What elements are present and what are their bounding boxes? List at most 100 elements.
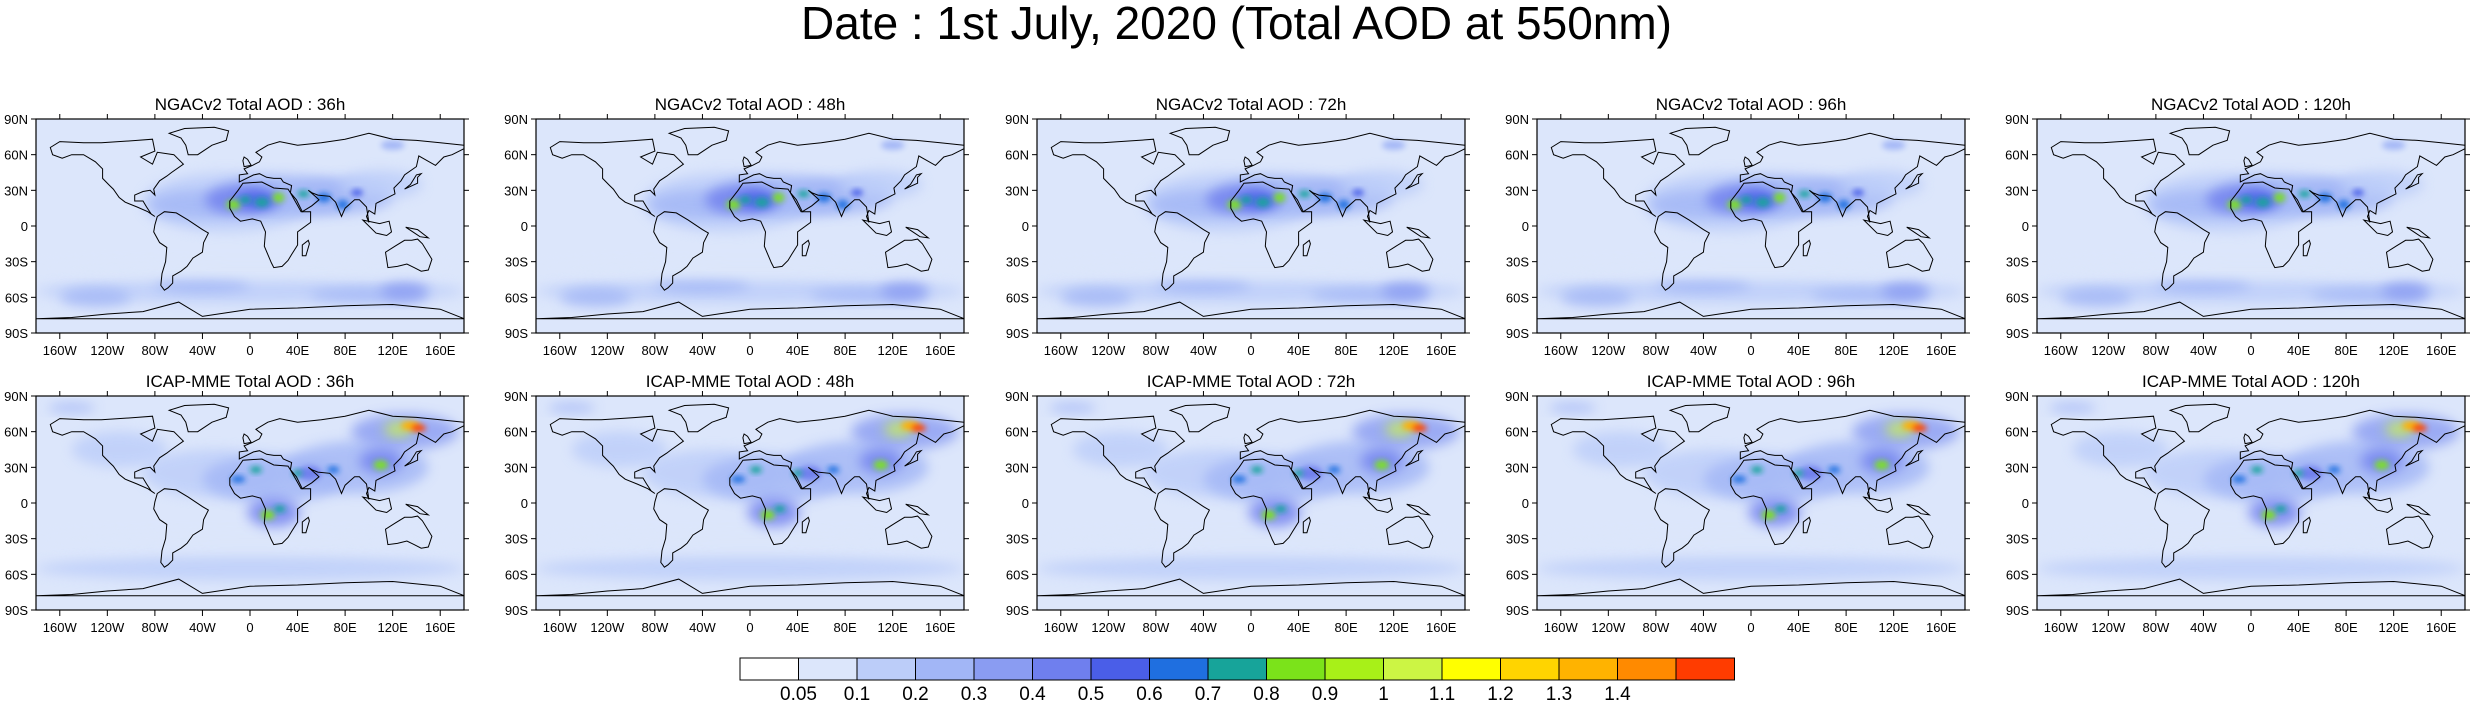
coastline-eurasia [238, 409, 464, 500]
lat-tick-label: 60S [2006, 290, 2029, 305]
lon-tick-label: 160E [425, 620, 456, 635]
lat-tick-label: 0 [1022, 219, 1029, 234]
aod-blob [1048, 403, 1097, 413]
aod-blob [1655, 278, 1751, 293]
aod-field [536, 396, 964, 610]
lat-tick-label: 30N [504, 460, 528, 475]
lon-tick-label: 40W [1190, 620, 1217, 635]
aod-blob [380, 140, 405, 150]
coastline-eurasia [738, 132, 964, 223]
aod-blob [1227, 199, 1242, 210]
coastline-indonesia [1862, 496, 1894, 514]
lon-tick-label: 160E [925, 620, 956, 635]
coastline-antarctica [536, 578, 964, 597]
lon-tick-label: 40W [2190, 343, 2217, 358]
coastline-south-america [1654, 211, 1711, 291]
lat-tick-label: 0 [1022, 496, 1029, 511]
coastline-greenland [1668, 403, 1731, 433]
coastline-south-america [2154, 488, 2211, 568]
lat-tick-label: 30N [2005, 460, 2029, 475]
coastline-north-america [1050, 138, 1186, 217]
aod-blob [297, 466, 322, 481]
coastline-madagascar [301, 516, 310, 534]
colorbar-swatch [1441, 657, 1501, 681]
aod-blob [2240, 196, 2253, 204]
aod-blob [2381, 281, 2430, 301]
coastline-eurasia [1739, 132, 1965, 223]
aod-blob [773, 505, 786, 513]
aod-blob [273, 505, 286, 513]
colorbar-swatch [1207, 657, 1267, 681]
lat-tick-label: 30N [1505, 183, 1529, 198]
lon-tick-label: 80W [142, 620, 169, 635]
lon-tick-label: 80E [2335, 620, 2358, 635]
coastline-north-america [49, 415, 185, 494]
aod-blob [2337, 199, 2350, 210]
colorbar-swatch [1500, 657, 1560, 681]
colorbar-label: 0.6 [1136, 684, 1162, 701]
aod-blob [336, 199, 349, 210]
coastline-greenland [167, 403, 230, 433]
coastline-indonesia [1362, 496, 1394, 514]
lon-tick-label: 120E [877, 343, 908, 358]
lon-tick-label: 160W [1544, 343, 1579, 358]
coastline-antarctica [36, 578, 464, 597]
lon-tick-label: 160W [2044, 343, 2079, 358]
coastline-australia [1385, 515, 1434, 549]
colorbar-swatch [915, 657, 975, 681]
colorbar-swatch [1383, 657, 1443, 681]
aod-blob [1231, 475, 1247, 483]
coastline-britain [1743, 156, 1754, 168]
lon-tick-label: 120E [377, 620, 408, 635]
coastline-antarctica [536, 301, 964, 320]
aod-blob [380, 281, 429, 301]
coastline-africa [729, 181, 812, 269]
coastline-japan [1405, 172, 1424, 190]
aod-blob [1537, 529, 1965, 549]
colorbar-swatch [973, 657, 1033, 681]
lon-tick-label: 120E [1878, 620, 1909, 635]
lon-tick-label: 160W [43, 620, 78, 635]
aod-blob [2060, 287, 2133, 307]
aod-blob [772, 192, 785, 203]
lon-tick-label: 120W [2091, 620, 2126, 635]
lat-tick-label: 30S [505, 532, 528, 547]
lon-tick-label: 120W [2091, 343, 2126, 358]
lon-tick-label: 120E [377, 343, 408, 358]
coastline-greenland [2168, 403, 2231, 433]
coastline-australia [384, 515, 433, 549]
aod-blob [827, 466, 840, 474]
lat-tick-label: 60N [1005, 425, 1029, 440]
colorbar-label: 0.3 [961, 684, 987, 701]
lon-tick-label: 80W [142, 343, 169, 358]
map-panel: ICAP-MME Total AOD : 120h 160W 120W 80W 40W 0… [2005, 372, 2470, 635]
coastline-britain [1243, 156, 1254, 168]
coastline-australia [1885, 515, 1934, 549]
lat-tick-label: 30S [505, 255, 528, 270]
aod-blob [559, 287, 632, 307]
map-panel: NGACv2 Total AOD : 36h 160W 120W 80W 40W 0 40E… [4, 95, 469, 358]
panel-title: NGACv2 Total AOD : 36h [155, 95, 346, 114]
coastline-north-america [2050, 415, 2186, 494]
aod-blob [1273, 192, 1286, 203]
aod-blob [1072, 431, 1168, 468]
aod-blob [1751, 466, 1763, 474]
aod-blob [1381, 140, 1406, 150]
lat-tick-label: 0 [21, 496, 28, 511]
aod-blob [297, 190, 310, 198]
panel-title: NGACv2 Total AOD : 48h [655, 95, 846, 114]
aod-blob [2255, 197, 2271, 207]
lon-tick-label: 120E [1378, 343, 1409, 358]
aod-blob [1037, 529, 1465, 549]
coastline-japan [2405, 172, 2424, 190]
aod-blob [36, 258, 464, 278]
coastline-madagascar [2302, 516, 2311, 534]
coastline-new-guinea [1406, 503, 1432, 516]
coastline-britain [1743, 433, 1754, 445]
lat-tick-label: 60S [1506, 567, 1529, 582]
lat-tick-label: 60S [5, 290, 28, 305]
lat-tick-label: 90S [1006, 603, 1029, 618]
aod-blob [2037, 556, 2465, 581]
map-panel: NGACv2 Total AOD : 120h 160W 120W 80W 40W 0 40… [2005, 95, 2470, 358]
lon-tick-label: 80E [2335, 343, 2358, 358]
